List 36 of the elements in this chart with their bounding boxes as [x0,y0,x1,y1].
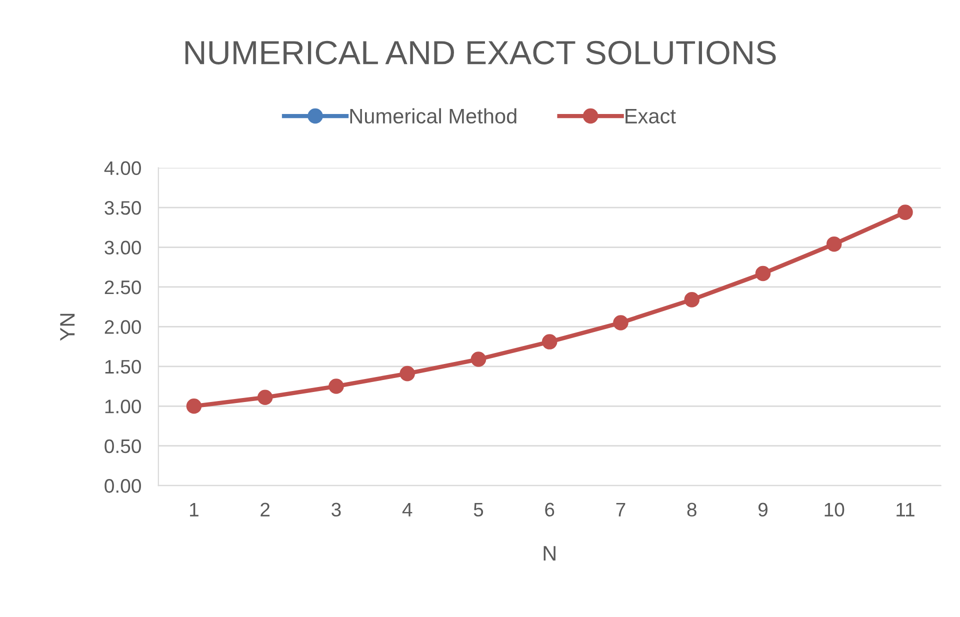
y-tick-label: 0.00 [104,479,141,493]
chart-title: NUMERICAL AND EXACT SOLUTIONS [185,40,776,64]
x-tick-label: 9 [758,502,768,517]
legend-label: Numerical Method [350,108,516,124]
y-tick-label: 3.50 [104,201,141,215]
x-axis-title: N [544,546,556,560]
point [186,398,202,414]
x-tick-label: 7 [616,502,626,516]
x-tick-label: 1 [190,502,198,516]
point [755,266,771,282]
y-tick-label: 0.50 [104,439,141,454]
x-tick-label: 3 [332,502,341,517]
y-tick-label: 2.50 [104,280,141,294]
y-tick-label: 1.50 [105,360,141,374]
point [684,292,700,308]
y-tick-label: 4.00 [104,161,141,176]
y-axis-title: YN [60,314,75,341]
x-tick-label: 11 [896,502,914,516]
point [470,352,486,367]
point [257,390,273,406]
x-tick-label: 4 [402,502,412,516]
x-tick-label: 5 [474,502,484,517]
point [898,204,913,220]
x-tick-label: 8 [687,502,696,517]
y-tick-label: 3.00 [104,240,141,254]
x-tick-label: 6 [545,502,554,517]
y-tick-label: 1.00 [105,400,141,414]
point [400,366,415,382]
x-tick-label: 10 [824,502,844,517]
point [542,334,558,350]
x-tick-label: 2 [260,502,270,516]
point [328,378,344,394]
y-tick-label: 2.00 [104,320,141,334]
point [826,236,842,252]
point [613,315,628,330]
legend-label: Exact [626,108,676,124]
